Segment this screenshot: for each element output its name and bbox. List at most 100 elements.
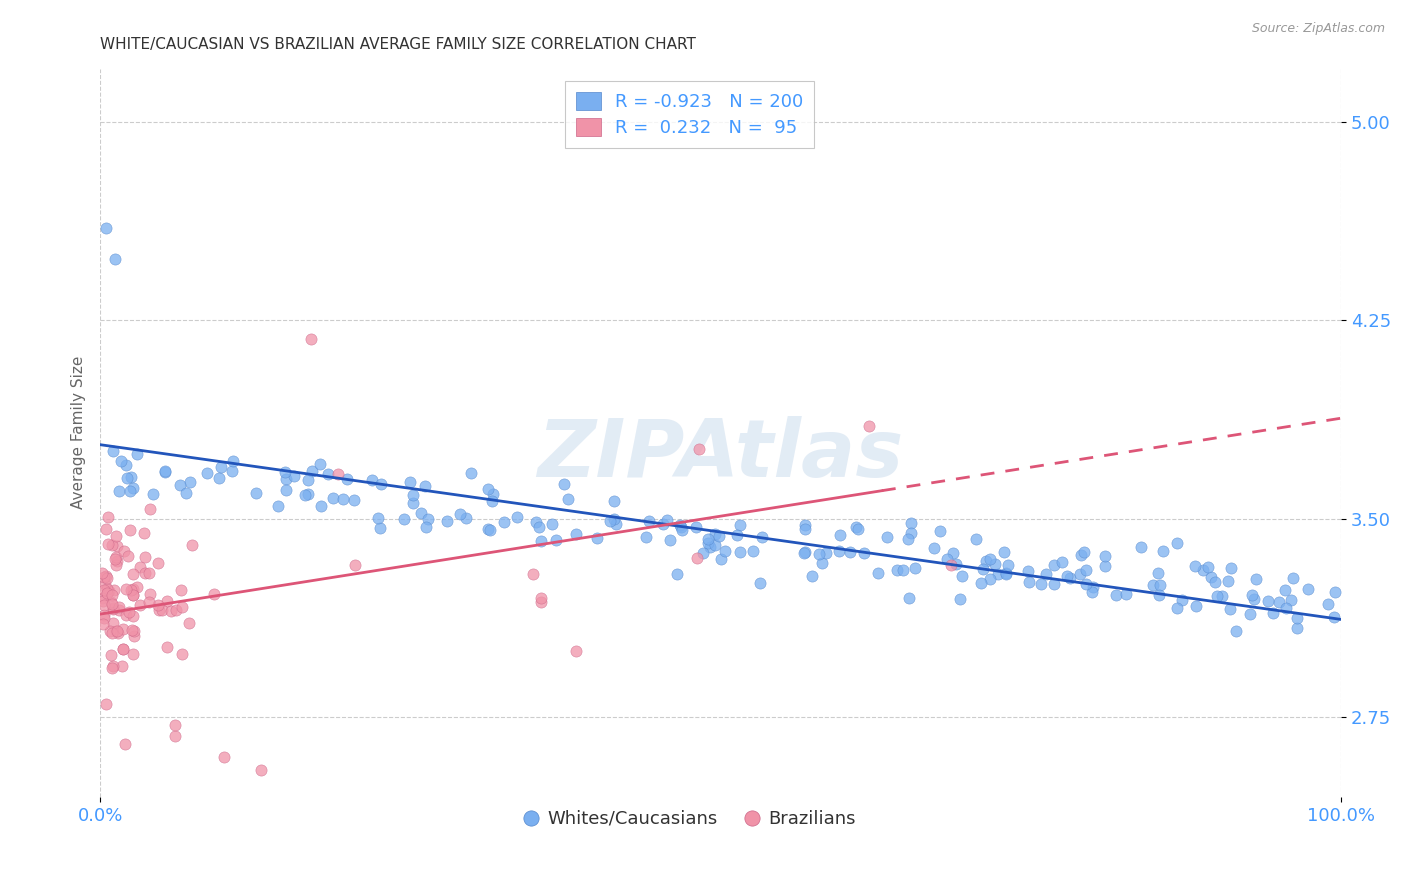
Point: [935, 552, 957, 566]
Point: [997, 558, 1019, 573]
Point: [94, 568, 117, 582]
Point: [800, 568, 823, 582]
Point: [845, 520, 868, 534]
Point: [163, 729, 186, 743]
Point: [811, 556, 834, 570]
Point: [101, 597, 124, 611]
Point: [104, 549, 127, 564]
Point: [1211, 590, 1233, 604]
Point: [815, 546, 838, 560]
Point: [793, 546, 815, 560]
Point: [1296, 582, 1319, 596]
Point: [153, 465, 176, 479]
Point: [132, 525, 155, 540]
Point: [179, 475, 201, 489]
Point: [1043, 577, 1066, 591]
Point: [1018, 574, 1040, 589]
Point: [111, 642, 134, 657]
Point: [177, 616, 200, 631]
Point: [1070, 548, 1092, 562]
Point: [297, 474, 319, 488]
Point: [104, 624, 127, 638]
Point: [1263, 606, 1285, 620]
Point: [527, 520, 550, 534]
Point: [138, 566, 160, 581]
Point: [1115, 587, 1137, 601]
Point: [1244, 572, 1267, 586]
Point: [114, 737, 136, 751]
Point: [1094, 549, 1116, 564]
Point: [751, 529, 773, 543]
Point: [127, 580, 149, 594]
Point: [1104, 588, 1126, 602]
Text: ZIPAtlas: ZIPAtlas: [537, 416, 904, 493]
Point: [477, 482, 499, 496]
Point: [994, 566, 1017, 581]
Point: [114, 458, 136, 473]
Point: [993, 544, 1015, 558]
Point: [155, 594, 177, 608]
Point: [107, 626, 129, 640]
Point: [117, 549, 139, 563]
Point: [929, 524, 952, 538]
Point: [169, 478, 191, 492]
Point: [506, 510, 529, 524]
Point: [91, 566, 114, 581]
Y-axis label: Average Family Size: Average Family Size: [72, 356, 86, 509]
Point: [1282, 571, 1305, 585]
Point: [274, 483, 297, 497]
Point: [1285, 621, 1308, 635]
Point: [876, 530, 898, 544]
Point: [557, 492, 579, 507]
Point: [893, 563, 915, 577]
Point: [129, 598, 152, 612]
Point: [360, 473, 382, 487]
Point: [703, 526, 725, 541]
Point: [332, 492, 354, 507]
Point: [122, 582, 145, 596]
Point: [1083, 580, 1105, 594]
Point: [93, 598, 115, 612]
Point: [965, 532, 987, 546]
Point: [748, 576, 770, 591]
Point: [685, 520, 707, 534]
Point: [112, 544, 135, 558]
Point: [122, 629, 145, 643]
Legend: Whites/Caucasians, Brazilians: Whites/Caucasians, Brazilians: [516, 803, 863, 835]
Point: [1275, 601, 1298, 615]
Point: [101, 601, 124, 615]
Point: [669, 517, 692, 532]
Point: [477, 522, 499, 536]
Point: [208, 471, 231, 485]
Point: [222, 453, 245, 467]
Point: [415, 479, 437, 493]
Point: [120, 523, 142, 537]
Point: [530, 595, 553, 609]
Point: [402, 496, 425, 510]
Point: [1286, 611, 1309, 625]
Point: [138, 595, 160, 609]
Point: [659, 533, 682, 547]
Point: [112, 623, 135, 637]
Point: [1184, 558, 1206, 573]
Point: [553, 477, 575, 491]
Point: [1149, 578, 1171, 592]
Point: [104, 252, 127, 267]
Point: [96, 582, 118, 596]
Point: [93, 610, 115, 624]
Point: [105, 554, 128, 568]
Point: [96, 697, 118, 711]
Point: [436, 514, 458, 528]
Point: [93, 576, 115, 591]
Point: [1074, 577, 1097, 591]
Point: [91, 593, 114, 607]
Point: [336, 471, 359, 485]
Point: [710, 552, 733, 566]
Point: [665, 566, 688, 581]
Text: Source: ZipAtlas.com: Source: ZipAtlas.com: [1251, 22, 1385, 36]
Point: [460, 466, 482, 480]
Point: [1081, 584, 1104, 599]
Point: [707, 529, 730, 543]
Point: [93, 569, 115, 583]
Point: [309, 457, 332, 471]
